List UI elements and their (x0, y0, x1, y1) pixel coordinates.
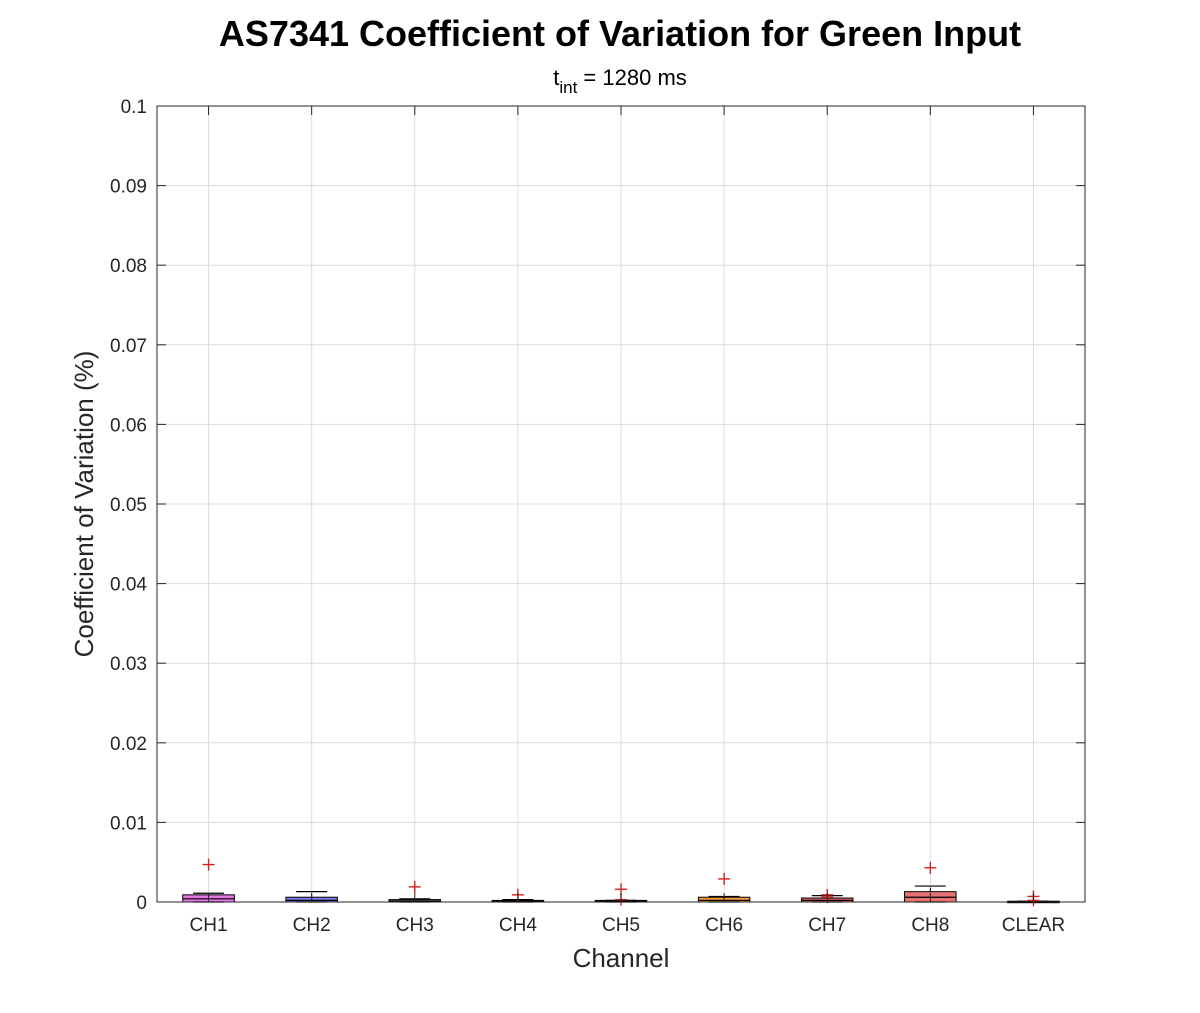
y-tick-label: 0.01 (110, 813, 147, 834)
grid-lines (157, 105, 1085, 903)
y-tick-label: 0 (136, 893, 147, 914)
subtitle-subscript: int (559, 78, 577, 97)
x-tick-label: CH2 (293, 915, 331, 936)
outlier-marker (202, 858, 215, 871)
x-tick-label: CH4 (499, 915, 537, 936)
x-tick-label: CH8 (911, 915, 949, 936)
x-tick-label: CLEAR (1002, 915, 1065, 936)
chart-title: AS7341 Coefficient of Variation for Gree… (219, 13, 1021, 54)
axis-ticks: 0 0.01 0.02 0.03 0.04 0.05 0.06 0.07 0.08 0.09 0.1… (110, 97, 1085, 936)
y-tick-label: 0.02 (110, 734, 147, 755)
y-axis-label: Coefficient of Variation (%) (69, 351, 99, 658)
x-tick-label: CH7 (808, 915, 846, 936)
y-tick-label: 0.09 (110, 177, 147, 198)
outlier-marker (924, 861, 937, 874)
y-tick-label: 0.03 (110, 654, 147, 675)
subtitle-rest: = 1280 ms (577, 65, 686, 90)
subtitle-main: t (553, 65, 559, 90)
outlier-marker (408, 880, 421, 893)
y-tick-label: 0.1 (121, 97, 147, 118)
x-tick-label: CH1 (190, 915, 228, 936)
y-tick-label: 0.04 (110, 575, 147, 596)
y-tick-label: 0.05 (110, 495, 147, 516)
y-tick-label: 0.06 (110, 415, 147, 436)
x-tick-label: CH3 (396, 915, 434, 936)
y-tick-label: 0.08 (110, 256, 147, 277)
outlier-marker (718, 872, 731, 885)
x-axis-label: Channel (573, 943, 670, 973)
y-tick-label: 0.07 (110, 336, 147, 357)
x-tick-label: CH5 (602, 915, 640, 936)
x-tick-label: CH6 (705, 915, 743, 936)
chart-subtitle: tint = 1280 ms (553, 65, 687, 97)
